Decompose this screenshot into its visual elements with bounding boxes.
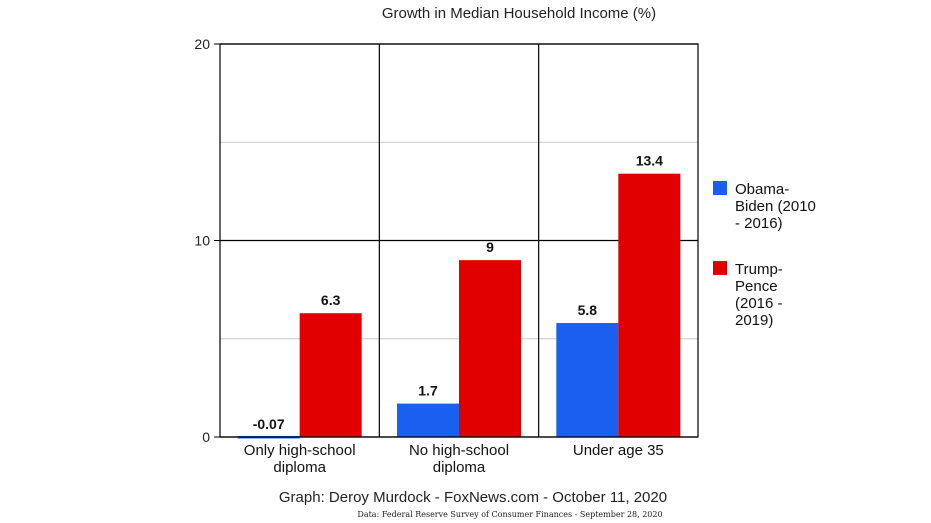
data-label: -0.07 (253, 416, 285, 432)
bar-series2-category2 (459, 260, 521, 437)
source-line: Data: Federal Reserve Survey of Consumer… (357, 510, 662, 519)
data-label: 6.3 (321, 292, 341, 308)
chart-title: Growth in Median Household Income (%) (382, 5, 656, 22)
x-tick-label: Only high-school (244, 442, 356, 459)
credit-line: Graph: Deroy Murdock - FoxNews.com - Oct… (279, 489, 667, 506)
plot-frame (219, 43, 699, 438)
legend-label: Biden (2010 (735, 198, 816, 215)
y-tick-label: 20 (194, 36, 210, 52)
bar-series1-category3 (556, 323, 619, 437)
data-labels: -0.07 6.3 1.7 9 5.8 13.4 (253, 153, 663, 432)
legend-swatch-series1 (713, 181, 727, 195)
legend-label: 2019) (735, 312, 773, 329)
x-tick-label: diploma (273, 459, 326, 476)
x-tick-label: Under age 35 (573, 442, 664, 459)
x-tick-label: No high-school (409, 442, 509, 459)
bar-series1-category2 (397, 403, 459, 437)
legend: Obama-Biden (2010- 2016) Trump-Pence(2016… (713, 181, 816, 329)
legend-label: Obama- (735, 181, 789, 198)
x-tick-label: diploma (433, 459, 486, 476)
data-label: 13.4 (636, 153, 663, 169)
bars (237, 173, 681, 439)
y-tick-label: 10 (194, 233, 210, 249)
legend-label: Pence (735, 278, 778, 295)
y-tick-label: 0 (202, 429, 210, 445)
bar-series2-category3 (618, 173, 681, 437)
data-label: 5.8 (578, 302, 598, 318)
bar-series2-category1 (299, 313, 362, 437)
data-label: 9 (486, 239, 494, 255)
legend-label: - 2016) (735, 215, 783, 232)
legend-swatch-series2 (713, 261, 727, 275)
legend-label: (2016 - (735, 295, 783, 312)
data-label: 1.7 (418, 383, 438, 399)
legend-label: Trump- (735, 261, 783, 278)
